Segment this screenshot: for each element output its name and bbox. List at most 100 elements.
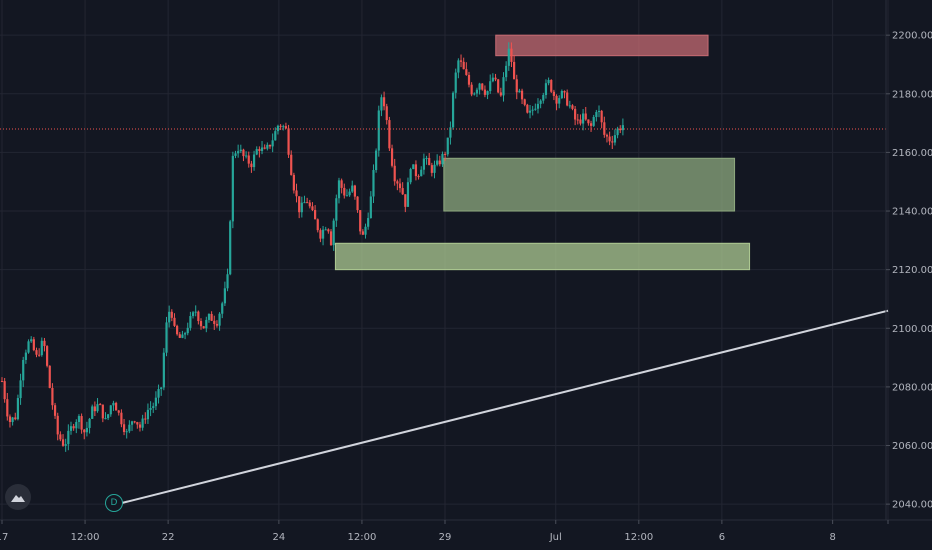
candle-body xyxy=(290,154,293,175)
candle-body xyxy=(274,131,277,141)
candle-body xyxy=(64,444,67,446)
candle-body xyxy=(231,155,234,222)
candle-body xyxy=(441,153,444,165)
candle-body xyxy=(619,128,622,131)
candle-body xyxy=(451,92,455,128)
time-tick-label: 22 xyxy=(162,532,175,543)
candle-body xyxy=(152,406,155,408)
chart-logo-button[interactable] xyxy=(5,484,31,510)
candle-body xyxy=(313,210,317,220)
candle-body xyxy=(428,157,431,166)
candle-body xyxy=(38,354,41,356)
candle-body xyxy=(489,81,492,92)
candle-body xyxy=(263,147,266,149)
candle-body xyxy=(507,48,510,66)
candle-body xyxy=(372,170,375,197)
candle-body xyxy=(210,313,213,321)
candle-body xyxy=(319,230,322,239)
candle-body xyxy=(340,180,343,188)
candle-body xyxy=(170,311,173,318)
candle-body xyxy=(377,110,380,151)
candle-body xyxy=(393,165,396,182)
price-axis[interactable]: 2040.00 2060.00 2080.00 2100.00 2120.00 2140.… xyxy=(885,0,932,520)
candle-body xyxy=(621,125,624,131)
candle-body xyxy=(104,418,107,420)
candle-body xyxy=(534,108,537,110)
candle-body xyxy=(568,105,571,107)
candle-body xyxy=(51,387,54,406)
event-marker-label: D xyxy=(110,498,118,508)
candle-body xyxy=(176,325,179,335)
candle-body xyxy=(226,274,229,289)
candle-body xyxy=(93,406,96,412)
candle-body xyxy=(481,83,484,90)
candle-body xyxy=(571,105,574,109)
candle-body xyxy=(213,320,216,324)
candle-body xyxy=(67,430,70,445)
candle-body xyxy=(83,429,86,433)
candle-body xyxy=(486,91,489,95)
candle-body xyxy=(552,91,556,96)
candle-body xyxy=(544,83,548,96)
time-axis[interactable]: 17 12:00 22 24 12:00 29 Jul 12:00 6 8 xyxy=(0,519,932,543)
candle-body xyxy=(11,417,14,423)
candle-body xyxy=(27,341,30,353)
candle-body xyxy=(422,158,425,170)
candle-body xyxy=(616,128,619,136)
candle-body xyxy=(369,196,372,219)
candle-body xyxy=(306,202,309,204)
candle-body xyxy=(385,106,388,121)
candle-body xyxy=(122,424,126,432)
candle-body xyxy=(502,77,505,96)
candle-body xyxy=(459,60,463,62)
chart-event-marker[interactable]: D xyxy=(105,494,123,512)
zone-1 xyxy=(443,157,736,212)
candle-body xyxy=(138,424,142,428)
candle-body xyxy=(223,288,226,304)
candle-body xyxy=(566,92,569,106)
candle-body xyxy=(311,206,314,211)
candle-body xyxy=(48,365,51,388)
candle-body xyxy=(162,352,165,388)
candlestick-series xyxy=(0,42,624,452)
candle-body xyxy=(396,181,399,184)
candle-body xyxy=(592,116,595,126)
candle-body xyxy=(438,160,441,165)
time-tick-label: 8 xyxy=(829,532,835,543)
time-tick-label: Jul xyxy=(549,532,562,543)
candle-body xyxy=(287,128,290,155)
candle-body xyxy=(454,72,457,93)
candle-body xyxy=(99,404,102,406)
candle-body xyxy=(345,195,349,197)
trendline xyxy=(117,309,889,506)
candle-body xyxy=(6,399,9,417)
candle-body xyxy=(574,108,577,120)
candle-body xyxy=(258,149,261,151)
price-tick-label: 2180.00 xyxy=(892,89,932,100)
candle-body xyxy=(96,404,99,412)
candle-body xyxy=(109,405,112,415)
candle-body xyxy=(22,359,25,381)
candle-body xyxy=(316,219,319,231)
candle-body xyxy=(361,231,364,235)
candle-body xyxy=(351,185,354,192)
candle-body xyxy=(348,191,351,196)
candle-body xyxy=(526,104,529,113)
chart-zones[interactable] xyxy=(334,34,751,271)
candle-body xyxy=(542,95,545,101)
candle-body xyxy=(513,61,516,80)
candle-body xyxy=(141,418,144,428)
price-tick-label: 2200.00 xyxy=(892,31,932,42)
candle-body xyxy=(128,424,131,432)
candle-body xyxy=(16,398,20,420)
candle-body xyxy=(579,119,582,124)
candle-body xyxy=(483,89,487,95)
candle-body xyxy=(266,144,269,149)
candle-body xyxy=(247,155,250,164)
candle-body xyxy=(242,149,245,157)
candle-body xyxy=(449,127,452,138)
candle-body xyxy=(608,136,611,142)
chart-overlay xyxy=(0,128,889,506)
candle-body xyxy=(584,113,587,120)
